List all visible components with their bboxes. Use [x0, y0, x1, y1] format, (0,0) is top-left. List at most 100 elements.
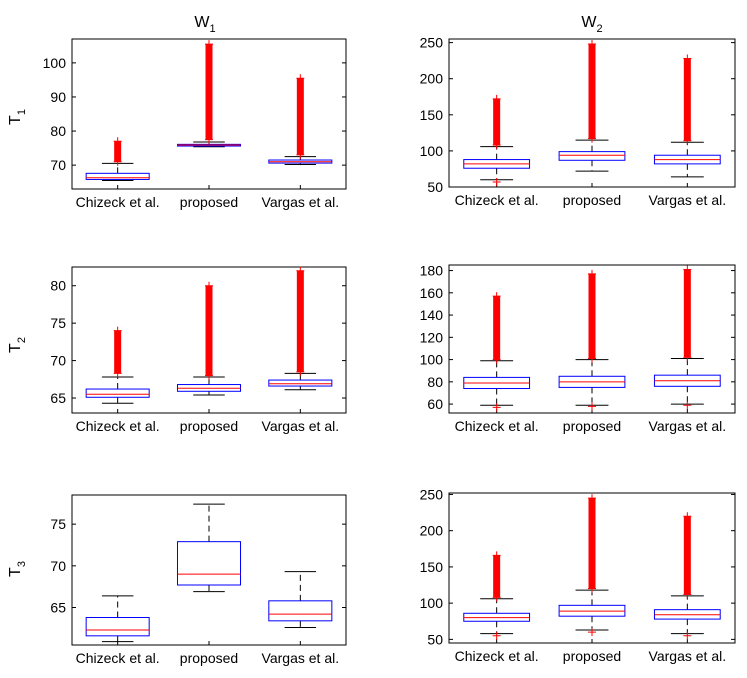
x-tick-label: Chizeck et al.	[76, 650, 160, 666]
outlier-band	[114, 141, 122, 162]
y-tick-label: 200	[420, 523, 444, 539]
y-tick-label: 50	[427, 179, 443, 195]
y-tick-label: 75	[50, 516, 66, 532]
outlier-marker	[296, 367, 305, 376]
y-tick-label: 65	[50, 600, 66, 616]
outlier-marker	[683, 265, 692, 274]
outlier-marker	[588, 269, 596, 278]
x-tick-label: proposed	[180, 650, 238, 666]
y-tick-label: 80	[50, 278, 66, 294]
box-2	[558, 40, 626, 172]
outlier-marker	[588, 134, 596, 143]
box-1	[463, 292, 531, 412]
column-title-w2: W2	[581, 14, 602, 35]
panels: 70 80 90 100 Chizeck et al. proposed Vargas et…	[43, 35, 736, 666]
y-tick-label: 100	[420, 595, 444, 611]
y-tick-label: 140	[420, 307, 444, 323]
y-tick-label: 65	[50, 390, 66, 406]
outlier-band	[588, 273, 596, 359]
outlier-band	[114, 330, 122, 374]
y-tick-label: 70	[50, 157, 66, 173]
chart-t1-w1: 70 80 90 100 Chizeck et al. proposed Vargas et…	[43, 38, 347, 210]
outlier-band	[683, 58, 691, 141]
outlier-band	[205, 44, 213, 140]
outlier-marker	[492, 94, 501, 103]
outlier-marker	[683, 353, 692, 362]
outlier-marker	[113, 326, 122, 335]
box-iqr	[268, 379, 333, 387]
x-tick-label: Vargas et al.	[649, 648, 727, 664]
outlier-band	[588, 44, 596, 139]
y-tick-label: 70	[50, 353, 66, 369]
row-label-t2: T2	[7, 337, 28, 353]
y-tick-label: 200	[420, 71, 444, 87]
box-iqr	[85, 172, 150, 180]
chart-t1-w2: 50 100 150 200 250 Chizeck et al. proposed Varg…	[420, 35, 736, 208]
y-tick-label: 120	[420, 329, 444, 345]
outlier-band	[296, 78, 304, 155]
x-tick-label: Vargas et al.	[262, 194, 340, 210]
x-tick-label: proposed	[180, 418, 238, 434]
y-tick-label: 160	[420, 285, 444, 301]
outlier-marker	[492, 403, 501, 412]
outlier-marker	[492, 551, 501, 560]
outlier-band	[683, 516, 691, 595]
box-iqr	[558, 151, 626, 161]
y-tick-label: 250	[420, 35, 444, 51]
outlier-marker	[683, 590, 692, 599]
outlier-marker	[683, 631, 692, 640]
chart-t2-w1: 65 70 75 80 Chizeck et al. proposed Vargas et …	[50, 266, 347, 434]
outlier-marker	[588, 40, 596, 49]
box-2	[176, 40, 242, 148]
outlier-marker	[205, 371, 213, 380]
column-title-w1: W1	[194, 14, 215, 35]
outlier-marker	[492, 631, 501, 640]
outlier-marker	[296, 150, 305, 159]
chart-t2-w2: 60 80 100 120 140 160 180 Chizeck et al. propose…	[420, 263, 736, 434]
outlier-marker	[205, 135, 213, 144]
box-iqr	[268, 600, 333, 622]
x-tick-label: Vargas et al.	[649, 192, 727, 208]
box-3	[268, 266, 333, 391]
x-tick-label: proposed	[563, 418, 621, 434]
box-3	[268, 571, 333, 628]
box-1	[85, 137, 150, 181]
outlier-band	[493, 98, 501, 146]
box-1	[85, 595, 150, 643]
box-3	[268, 74, 333, 165]
outlier-band	[588, 498, 596, 589]
y-tick-label: 90	[50, 89, 66, 105]
y-tick-label: 80	[50, 123, 66, 139]
y-tick-label: 60	[427, 396, 443, 412]
x-tick-label: proposed	[563, 192, 621, 208]
outlier-marker	[492, 355, 501, 364]
box-1	[463, 551, 531, 640]
outlier-marker	[113, 137, 122, 146]
box-3	[653, 54, 721, 178]
x-tick-label: Chizeck et al.	[76, 418, 160, 434]
row-label-t1: T1	[7, 109, 28, 125]
outlier-marker	[113, 369, 122, 378]
x-tick-label: proposed	[563, 648, 621, 664]
y-tick-label: 100	[43, 55, 67, 71]
outlier-marker	[492, 593, 501, 602]
outlier-marker	[683, 136, 692, 145]
box-1	[463, 94, 531, 186]
y-tick-label: 80	[427, 374, 443, 390]
y-tick-label: 100	[420, 143, 444, 159]
outlier-marker	[296, 74, 305, 83]
y-tick-label: 150	[420, 107, 444, 123]
outlier-marker	[113, 157, 122, 166]
column-titles: W1 W2	[194, 14, 602, 35]
outlier-band	[493, 296, 501, 360]
box-iqr	[85, 388, 150, 398]
box-iqr	[176, 541, 242, 586]
box-1	[85, 326, 150, 404]
outlier-marker	[296, 266, 305, 275]
outlier-marker	[205, 40, 213, 49]
outlier-marker	[492, 177, 501, 186]
x-tick-label: Vargas et al.	[262, 418, 340, 434]
box-2	[558, 494, 626, 637]
outlier-band	[683, 269, 691, 358]
